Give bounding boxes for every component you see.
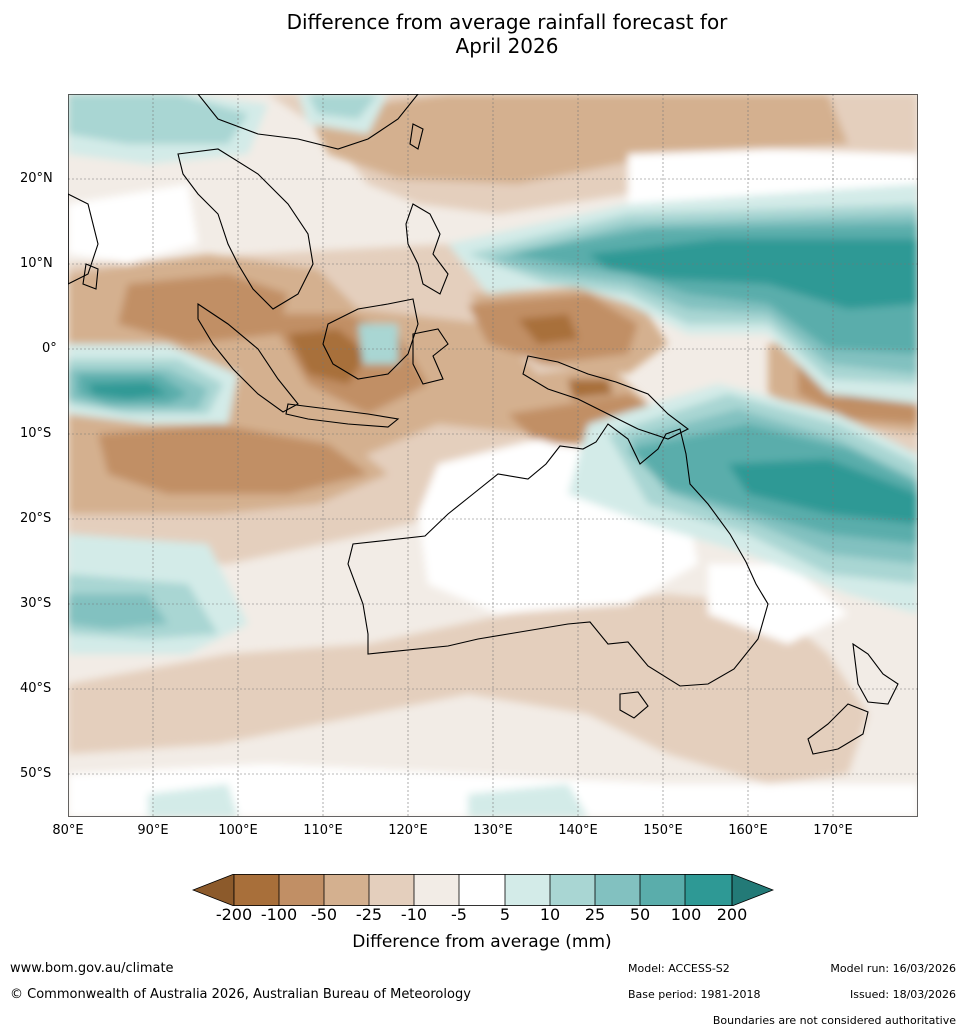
- tasmania-coastline: [619, 691, 649, 719]
- base-period: Base period: 1981-2018: [628, 988, 761, 1001]
- sumatra-coastline: [197, 302, 299, 413]
- lat-label-40s: 40°S: [20, 681, 52, 696]
- philippines-coastline: [405, 203, 449, 295]
- lon-label-170e: 170°E: [813, 823, 853, 838]
- india-coastline: [68, 193, 99, 285]
- colorbar-tick: -25: [355, 905, 383, 924]
- colorbar-tick: -100: [260, 905, 298, 924]
- lat-label-30s: 30°S: [20, 596, 52, 611]
- title-line-2: April 2026: [455, 34, 559, 58]
- new-zealand-north-coastline: [852, 642, 899, 705]
- lon-label-100e: 100°E: [218, 823, 258, 838]
- colorbar-tick: 200: [716, 905, 748, 924]
- lon-label-90e: 90°E: [137, 823, 169, 838]
- wet-100-zones: [88, 239, 918, 524]
- lat-label-20n: 20°N: [20, 171, 53, 186]
- copyright-text: © Commonwealth of Australia 2026, Austra…: [10, 987, 471, 1002]
- new-zealand-south-coastline: [807, 703, 869, 755]
- lat-label-10s: 10°S: [20, 426, 52, 441]
- china-coastline: [197, 94, 419, 150]
- lon-label-110e: 110°E: [303, 823, 343, 838]
- sulawesi-coastline: [412, 328, 449, 385]
- colorbar-seg-5: [414, 874, 459, 906]
- colorbar: [192, 874, 774, 906]
- lon-label-130e: 130°E: [473, 823, 513, 838]
- model-run-date: Model run: 16/03/2026: [830, 962, 956, 975]
- colorbar-tick: 10: [539, 905, 561, 924]
- graticule: [68, 94, 918, 817]
- colorbar-tick: -50: [310, 905, 338, 924]
- colorbar-label: Difference from average (mm): [352, 932, 612, 952]
- colorbar-seg-8: [550, 874, 595, 906]
- map-frame: [68, 94, 918, 817]
- colorbar-tick: -5: [451, 905, 467, 924]
- lat-label-50s: 50°S: [20, 766, 52, 781]
- taiwan-coastline: [409, 123, 424, 150]
- rainfall-map: [68, 94, 918, 817]
- borneo-coastline: [322, 298, 419, 380]
- model-name: Model: ACCESS-S2: [628, 962, 730, 975]
- colorbar-seg-1: [234, 874, 279, 906]
- website-link[interactable]: www.bom.gov.au/climate: [10, 961, 174, 976]
- colorbar-seg-11: [685, 874, 732, 906]
- lon-label-160e: 160°E: [728, 823, 768, 838]
- colorbar-seg-7: [505, 874, 550, 906]
- colorbar-over-arrow: [731, 874, 774, 906]
- colorbar-seg-10: [640, 874, 685, 906]
- colorbar-seg-6: [459, 874, 505, 906]
- map-title: Difference from average rainfall forecas…: [0, 10, 965, 58]
- colorbar-tick: 100: [670, 905, 702, 924]
- lat-label-10n: 10°N: [20, 256, 53, 271]
- colorbar-tick: -200: [215, 905, 253, 924]
- lon-label-140e: 140°E: [558, 823, 598, 838]
- colorbar-tick: -10: [400, 905, 428, 924]
- title-line-1: Difference from average rainfall forecas…: [286, 10, 728, 34]
- lon-label-120e: 120°E: [388, 823, 428, 838]
- java-coastline: [285, 403, 400, 428]
- issued-date: Issued: 18/03/2026: [849, 988, 956, 1001]
- australia-coastline: [347, 423, 769, 687]
- lat-label-20s: 20°S: [20, 511, 52, 526]
- colorbar-seg-2: [279, 874, 324, 906]
- boundaries-disclaimer: Boundaries are not considered authoritat…: [712, 1014, 956, 1027]
- lon-label-150e: 150°E: [643, 823, 683, 838]
- colorbar-tick: 50: [629, 905, 651, 924]
- sri-lanka-coastline: [82, 263, 99, 290]
- lon-label-80e: 80°E: [52, 823, 84, 838]
- colorbar-under-arrow: [192, 874, 235, 906]
- colorbar-seg-4: [369, 874, 414, 906]
- colorbar-tick: 25: [584, 905, 606, 924]
- lat-label-0: 0°: [42, 341, 57, 356]
- indochina-coastline: [177, 148, 314, 310]
- colorbar-seg-9: [595, 874, 640, 906]
- colorbar-seg-3: [324, 874, 369, 906]
- colorbar-tick: 5: [499, 905, 511, 924]
- new-guinea-coastline: [522, 355, 690, 440]
- coastlines: [68, 94, 899, 755]
